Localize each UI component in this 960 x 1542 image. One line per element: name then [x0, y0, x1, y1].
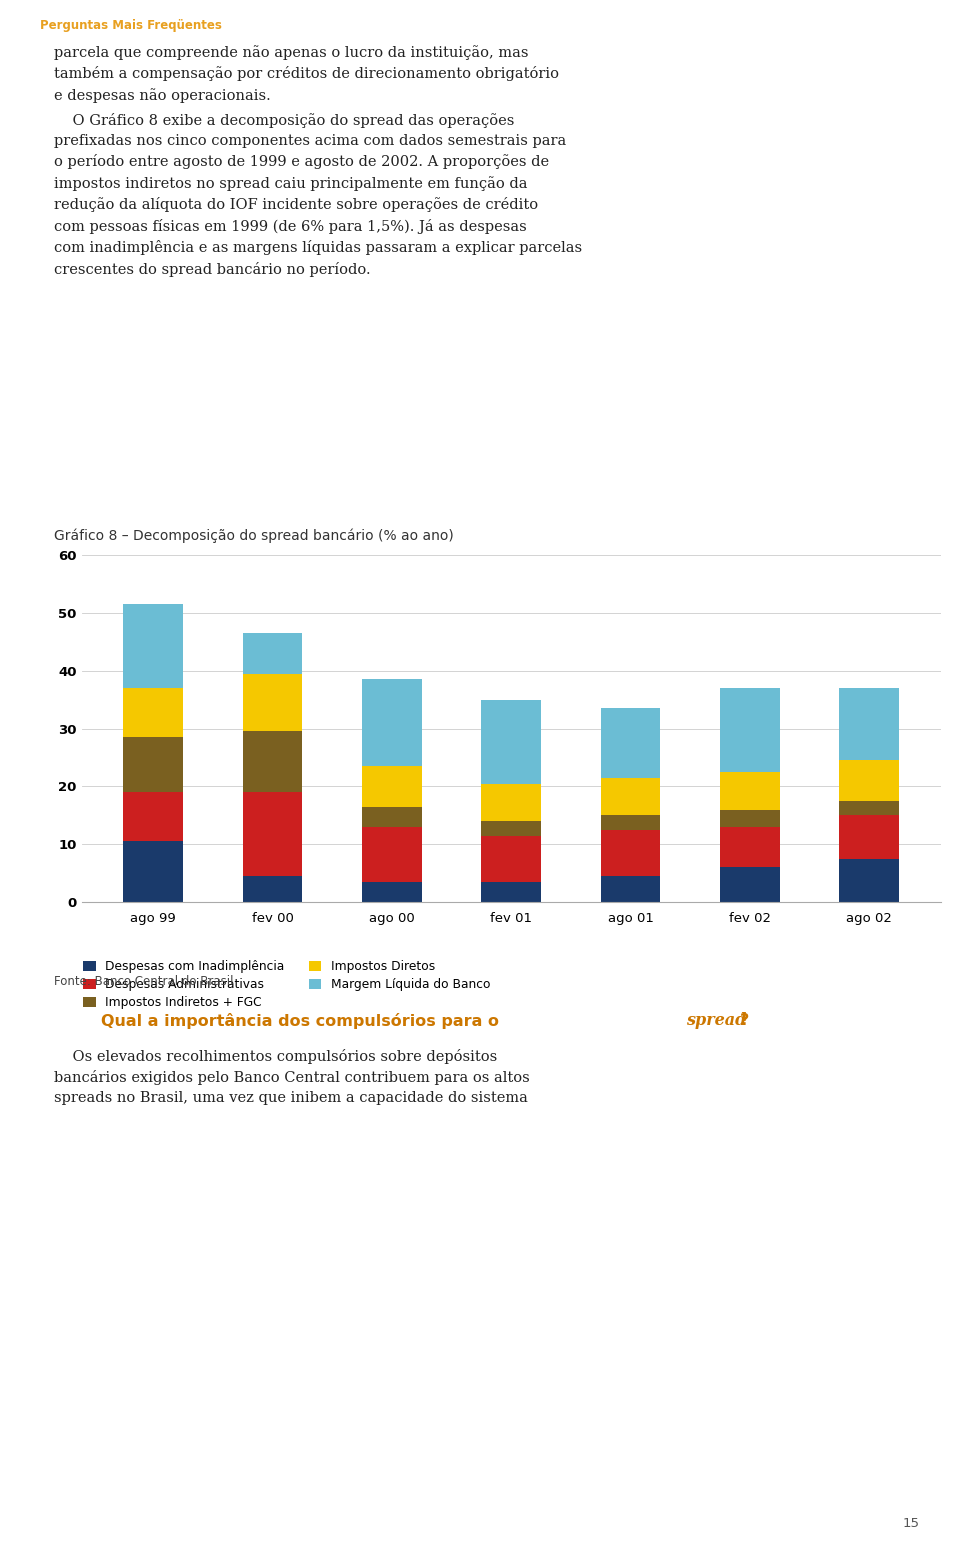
Bar: [481, 882, 541, 902]
Bar: [839, 760, 899, 800]
Text: Gráfico 8 – Decomposição do spread bancário (% ao ano): Gráfico 8 – Decomposição do spread bancá…: [54, 529, 453, 543]
Bar: [720, 688, 780, 773]
Text: 15: 15: [902, 1517, 920, 1530]
Bar: [124, 688, 183, 737]
Bar: [601, 777, 660, 816]
Bar: [601, 830, 660, 876]
Bar: [839, 688, 899, 760]
Bar: [481, 700, 541, 783]
Bar: [720, 827, 780, 867]
Text: O Gráfico 8 exibe a decomposição do spread das operações
prefixadas nos cinco co: O Gráfico 8 exibe a decomposição do spre…: [54, 113, 582, 278]
Bar: [362, 680, 421, 766]
Bar: [481, 822, 541, 836]
Text: Fonte: Banco Central do Brasil: Fonte: Banco Central do Brasil: [54, 975, 233, 987]
Bar: [243, 793, 302, 876]
Bar: [243, 731, 302, 793]
Bar: [720, 773, 780, 810]
Bar: [839, 859, 899, 902]
Bar: [362, 827, 421, 882]
Bar: [243, 674, 302, 731]
Bar: [124, 737, 183, 793]
Text: 8.: 8.: [56, 1013, 71, 1029]
Text: ?: ?: [740, 1013, 750, 1029]
Bar: [362, 806, 421, 827]
Text: parcela que compreende não apenas o lucro da instituição, mas
também a compensaç: parcela que compreende não apenas o lucr…: [54, 45, 559, 103]
Text: Os elevados recolhimentos compulsórios sobre depósitos
bancários exigidos pelo B: Os elevados recolhimentos compulsórios s…: [54, 1049, 530, 1106]
Bar: [720, 867, 780, 902]
Bar: [839, 800, 899, 816]
Bar: [124, 604, 183, 688]
Legend: Despesas com Inadimplência, Despesas Administrativas, Impostos Indiretos + FGC, : Despesas com Inadimplência, Despesas Adm…: [84, 961, 491, 1008]
Text: Perguntas Mais Freqüentes: Perguntas Mais Freqüentes: [40, 19, 222, 32]
Bar: [601, 876, 660, 902]
Bar: [481, 836, 541, 882]
Bar: [481, 783, 541, 820]
Text: Qual a importância dos compulsórios para o: Qual a importância dos compulsórios para…: [101, 1013, 504, 1029]
Bar: [243, 634, 302, 674]
Bar: [124, 793, 183, 842]
Bar: [601, 816, 660, 830]
Bar: [362, 882, 421, 902]
Bar: [601, 708, 660, 777]
Bar: [362, 766, 421, 806]
Text: spread: spread: [686, 1012, 747, 1030]
Bar: [243, 876, 302, 902]
Bar: [720, 810, 780, 827]
Bar: [124, 842, 183, 902]
Bar: [839, 816, 899, 859]
